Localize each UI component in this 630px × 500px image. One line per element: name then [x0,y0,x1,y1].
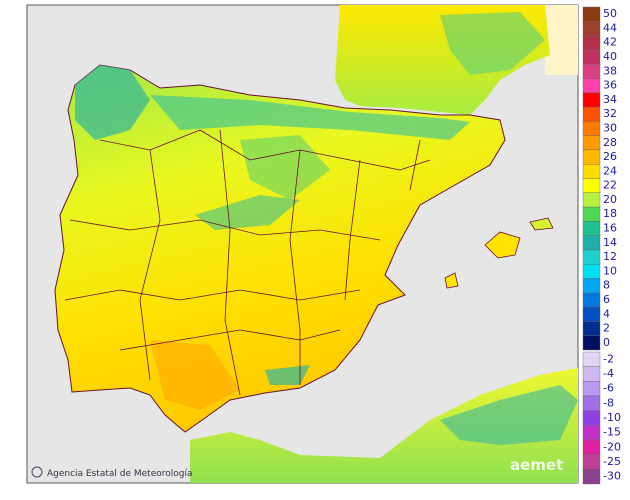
legend-label: 44 [603,21,617,34]
legend-swatch [582,35,601,51]
map [54,5,578,483]
credit: Agencia Estatal de Meteorología [31,466,193,479]
legend-label: -10 [603,411,621,424]
legend-label: -2 [603,352,614,365]
legend-label: -6 [603,382,614,395]
relief [150,95,470,140]
legend-label: 42 [603,36,617,49]
legend-swatch [582,351,601,367]
ibiza [444,272,459,289]
legend-label: 4 [603,307,610,320]
copyright-icon [31,466,43,478]
legend-swatch [582,192,601,208]
legend-swatch [582,92,601,108]
iberia [54,64,506,433]
mallorca [484,231,521,259]
legend-label: 14 [603,236,617,249]
relief [150,340,240,410]
legend-label: 16 [603,222,617,235]
logo: aemet [510,456,563,474]
legend-swatch [582,63,601,79]
legend-swatch [582,469,601,485]
relief [440,385,578,445]
legend-label: 36 [603,79,617,92]
no-data-area [545,5,578,75]
legend-swatch [582,439,601,455]
legend-label: 2 [603,322,610,335]
legend-swatch [582,178,601,193]
legend-swatch [582,335,601,351]
legend-label: -20 [603,440,621,453]
relief [75,65,150,140]
legend-label: -25 [603,455,621,468]
africa [190,368,578,483]
legend-label: 0 [603,336,610,349]
legend-swatch [582,121,601,136]
legend-label: 50 [603,7,617,20]
legend-label: 30 [603,121,617,134]
legend-swatch [582,49,601,65]
legend-label: 38 [603,64,617,77]
legend-label: 24 [603,164,617,177]
legend-label: 18 [603,207,617,220]
legend-swatch [582,6,601,22]
legend-label: -8 [603,396,614,409]
legend-label: 40 [603,50,617,63]
legend-swatch [582,425,601,441]
legend-label: 32 [603,107,617,120]
relief [195,195,300,230]
legend-label: 26 [603,150,617,163]
legend-label: -15 [603,426,621,439]
legend-label: -4 [603,367,614,380]
legend-label: 34 [603,93,617,106]
legend-label: 8 [603,279,610,292]
legend-label: 20 [603,193,617,206]
legend-swatch [582,249,601,265]
legend-swatch [582,235,601,251]
legend-swatch [582,454,601,470]
legend-swatch [582,221,601,236]
legend: 5044424038363432302826242220181614121086… [582,6,621,485]
menorca [529,217,554,231]
legend-swatch [582,78,601,93]
legend-swatch [582,264,601,279]
legend-label: -30 [603,470,621,483]
legend-swatch [582,410,601,426]
legend-label: 10 [603,264,617,277]
legend-swatch [582,149,601,165]
legend-swatch [582,395,601,411]
legend-swatch [582,135,601,151]
legend-swatch [582,278,601,294]
credit-text: Agencia Estatal de Meteorología [47,469,193,479]
legend-swatch [582,321,601,336]
legend-label: 6 [603,293,610,306]
legend-swatch [582,206,601,222]
legend-label: 12 [603,250,617,263]
legend-swatch [582,164,601,179]
legend-label: 22 [603,179,617,192]
relief [440,12,545,75]
legend-swatch [582,106,601,122]
relief [265,365,310,385]
legend-swatch [582,381,601,397]
legend-swatch [582,306,601,322]
legend-swatch [582,366,601,382]
province-borders [64,129,431,396]
legend-swatch [582,292,601,308]
legend-swatch [582,21,601,36]
legend-label: 28 [603,136,617,149]
